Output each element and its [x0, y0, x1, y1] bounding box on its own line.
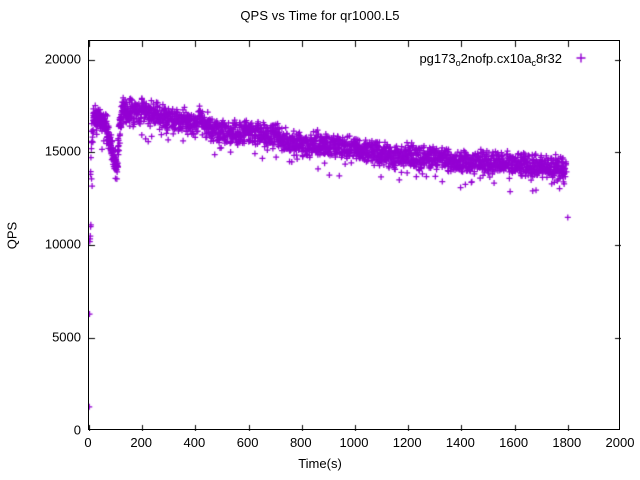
x-axis-tick-label: 400 — [183, 435, 206, 450]
legend-marker-plus-icon — [572, 51, 590, 65]
chart-title: QPS vs Time for qr1000.L5 — [240, 8, 400, 23]
y-axis-tick-label: 0 — [73, 422, 81, 438]
y-axis-tick-label: 10000 — [44, 236, 81, 252]
x-axis-title: Time(s) — [298, 456, 342, 471]
x-axis-tick-label: 1400 — [445, 435, 475, 450]
x-axis-tick-label: 0 — [84, 435, 92, 450]
y-axis-tick-label: 20000 — [44, 51, 81, 67]
y-axis-tick-labels: 0 5000 10000 15000 20000 — [0, 0, 81, 480]
scatter-plot-canvas — [89, 41, 621, 431]
plot-area — [88, 40, 621, 431]
legend-entry-label: pg173o2nofp.cx10ac8r32 — [419, 50, 562, 68]
x-axis-tick-label: 200 — [130, 435, 153, 450]
x-axis-tick-label: 1200 — [392, 435, 422, 450]
legend: pg173o2nofp.cx10ac8r32 — [300, 48, 590, 68]
x-axis-tick-label: 1000 — [339, 435, 369, 450]
x-axis-tick-label: 1800 — [552, 435, 582, 450]
x-axis-tick-label: 800 — [289, 435, 312, 450]
y-axis-tick-label: 5000 — [52, 329, 81, 345]
y-axis-title: QPS — [4, 221, 20, 250]
x-axis-tick-label: 600 — [236, 435, 259, 450]
x-axis-tick-label: 1600 — [499, 435, 529, 450]
x-axis-tick-label: 2000 — [605, 435, 635, 450]
y-axis-tick-label: 15000 — [44, 143, 81, 159]
